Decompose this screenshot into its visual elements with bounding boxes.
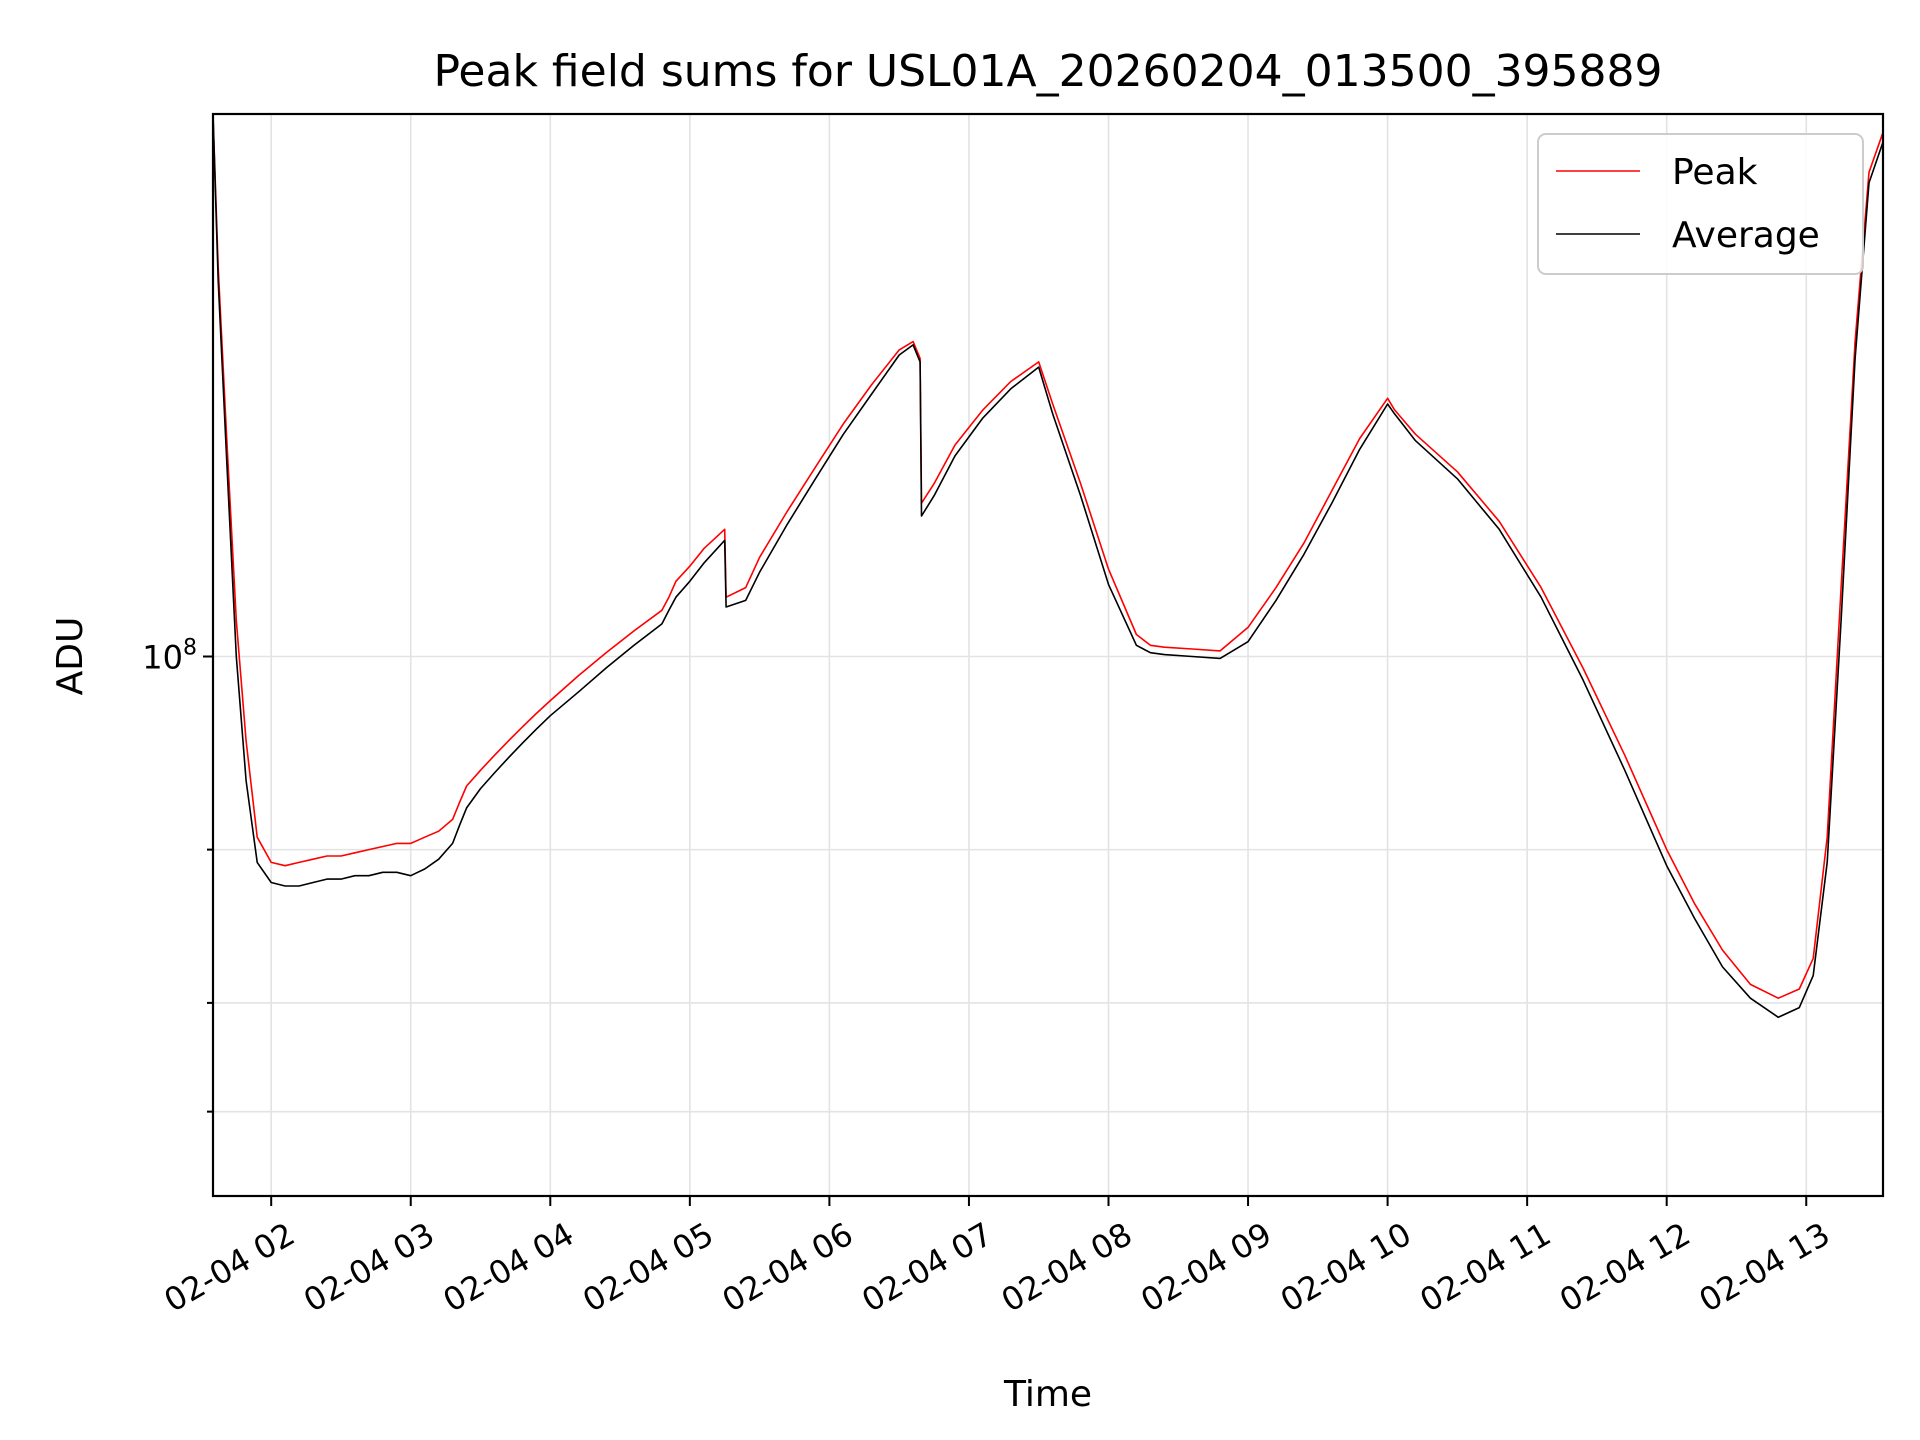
plot-frame [211,112,1885,1198]
legend-box [1537,133,1864,275]
legend-label-peak: Peak [1672,152,1758,193]
series-line-peak [213,114,1883,999]
series-group [213,114,1883,1019]
legend: Peak Average [1537,133,1864,275]
grid [213,114,1883,1196]
legend-label-average: Average [1672,215,1820,256]
chart-title: Peak field sums for USL01A_20260204_0135… [433,46,1662,97]
x-axis-label: Time [1003,1374,1092,1415]
y-axis: 108 [142,636,213,1113]
series-line-average [213,114,1883,1019]
y-axis-label: ADU [50,617,91,696]
y-tick-label: 108 [142,636,197,677]
